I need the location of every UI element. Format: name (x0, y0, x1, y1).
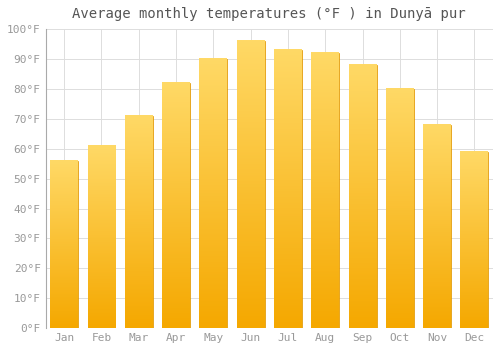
Bar (386, 89, 414, 328)
Bar (460, 152, 488, 328)
Bar (88, 146, 116, 328)
Bar (423, 125, 451, 328)
Bar (200, 59, 228, 328)
Bar (236, 41, 264, 328)
Bar (312, 53, 339, 328)
Bar (125, 116, 153, 328)
Title: Average monthly temperatures (°F ) in Dunyā pur: Average monthly temperatures (°F ) in Du… (72, 7, 466, 21)
Bar (162, 83, 190, 328)
Bar (274, 50, 302, 328)
Bar (348, 65, 376, 328)
Bar (50, 161, 78, 328)
